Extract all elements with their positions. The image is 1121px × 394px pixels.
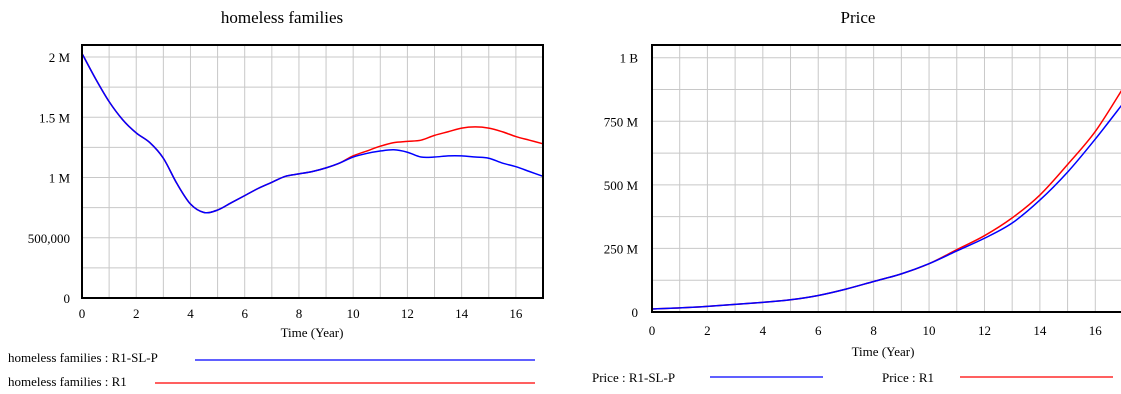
y-axis-ticks: 0 500,000 1 M 1.5 M 2 M (28, 50, 71, 306)
x-tick-label: 2 (704, 323, 711, 338)
y-tick-label: 1.5 M (39, 110, 71, 125)
gridlines (652, 45, 1121, 312)
gridlines (82, 45, 543, 298)
y-tick-label: 1 B (620, 51, 639, 66)
legend-entry-label: Price : R1-SL-P (592, 370, 675, 385)
x-tick-label: 16 (509, 306, 523, 321)
x-tick-label: 10 (923, 323, 936, 338)
x-tick-label: 12 (978, 323, 991, 338)
y-tick-label: 500 M (604, 178, 639, 193)
series-lines (651, 90, 1121, 310)
y-tick-label: 0 (632, 305, 639, 320)
legend-entry-label: Price : R1 (882, 370, 934, 385)
x-axis-ticks: 0 2 4 6 8 10 12 14 16 (79, 306, 523, 321)
legend-entry-label: homeless families : R1 (8, 374, 127, 389)
y-tick-label: 250 M (604, 241, 639, 256)
x-tick-label: 6 (815, 323, 822, 338)
series-line (81, 53, 544, 214)
x-axis-ticks: 0 2 4 6 8 10 12 14 16 (649, 323, 1103, 338)
x-tick-label: 6 (241, 306, 248, 321)
x-tick-label: 2 (133, 306, 140, 321)
x-tick-label: 0 (79, 306, 86, 321)
chart-title: Price (841, 8, 876, 27)
y-tick-label: 2 M (49, 50, 71, 65)
x-tick-label: 16 (1089, 323, 1103, 338)
legend: homeless families : R1-SL-P homeless fam… (8, 350, 535, 389)
x-tick-label: 8 (870, 323, 877, 338)
series-line (81, 53, 544, 214)
chart-homeless-families: homeless families 0 500,000 1 M 1.5 M 2 M 0 2… (8, 8, 544, 389)
x-tick-label: 8 (296, 306, 303, 321)
x-tick-label: 14 (1033, 323, 1047, 338)
y-axis-ticks: 0 250 M 500 M 750 M 1 B (604, 51, 639, 320)
legend: Price : R1-SL-P Price : R1 (592, 370, 1113, 385)
chart-title: homeless families (221, 8, 343, 27)
x-axis-label: Time (Year) (852, 344, 915, 359)
series-lines (81, 53, 544, 214)
x-tick-label: 4 (760, 323, 767, 338)
y-tick-label: 0 (64, 291, 71, 306)
plot-frame (81, 44, 544, 299)
y-tick-label: 750 M (604, 114, 639, 129)
x-tick-label: 12 (401, 306, 414, 321)
y-tick-label: 1 M (49, 171, 71, 186)
x-tick-label: 14 (455, 306, 469, 321)
x-axis-label: Time (Year) (281, 325, 344, 340)
x-tick-label: 10 (347, 306, 360, 321)
legend-entry-label: homeless families : R1-SL-P (8, 350, 158, 365)
plot-frame (651, 44, 1121, 313)
x-tick-label: 0 (649, 323, 656, 338)
series-line (651, 104, 1121, 310)
y-tick-label: 500,000 (28, 231, 70, 246)
x-tick-label: 4 (187, 306, 194, 321)
